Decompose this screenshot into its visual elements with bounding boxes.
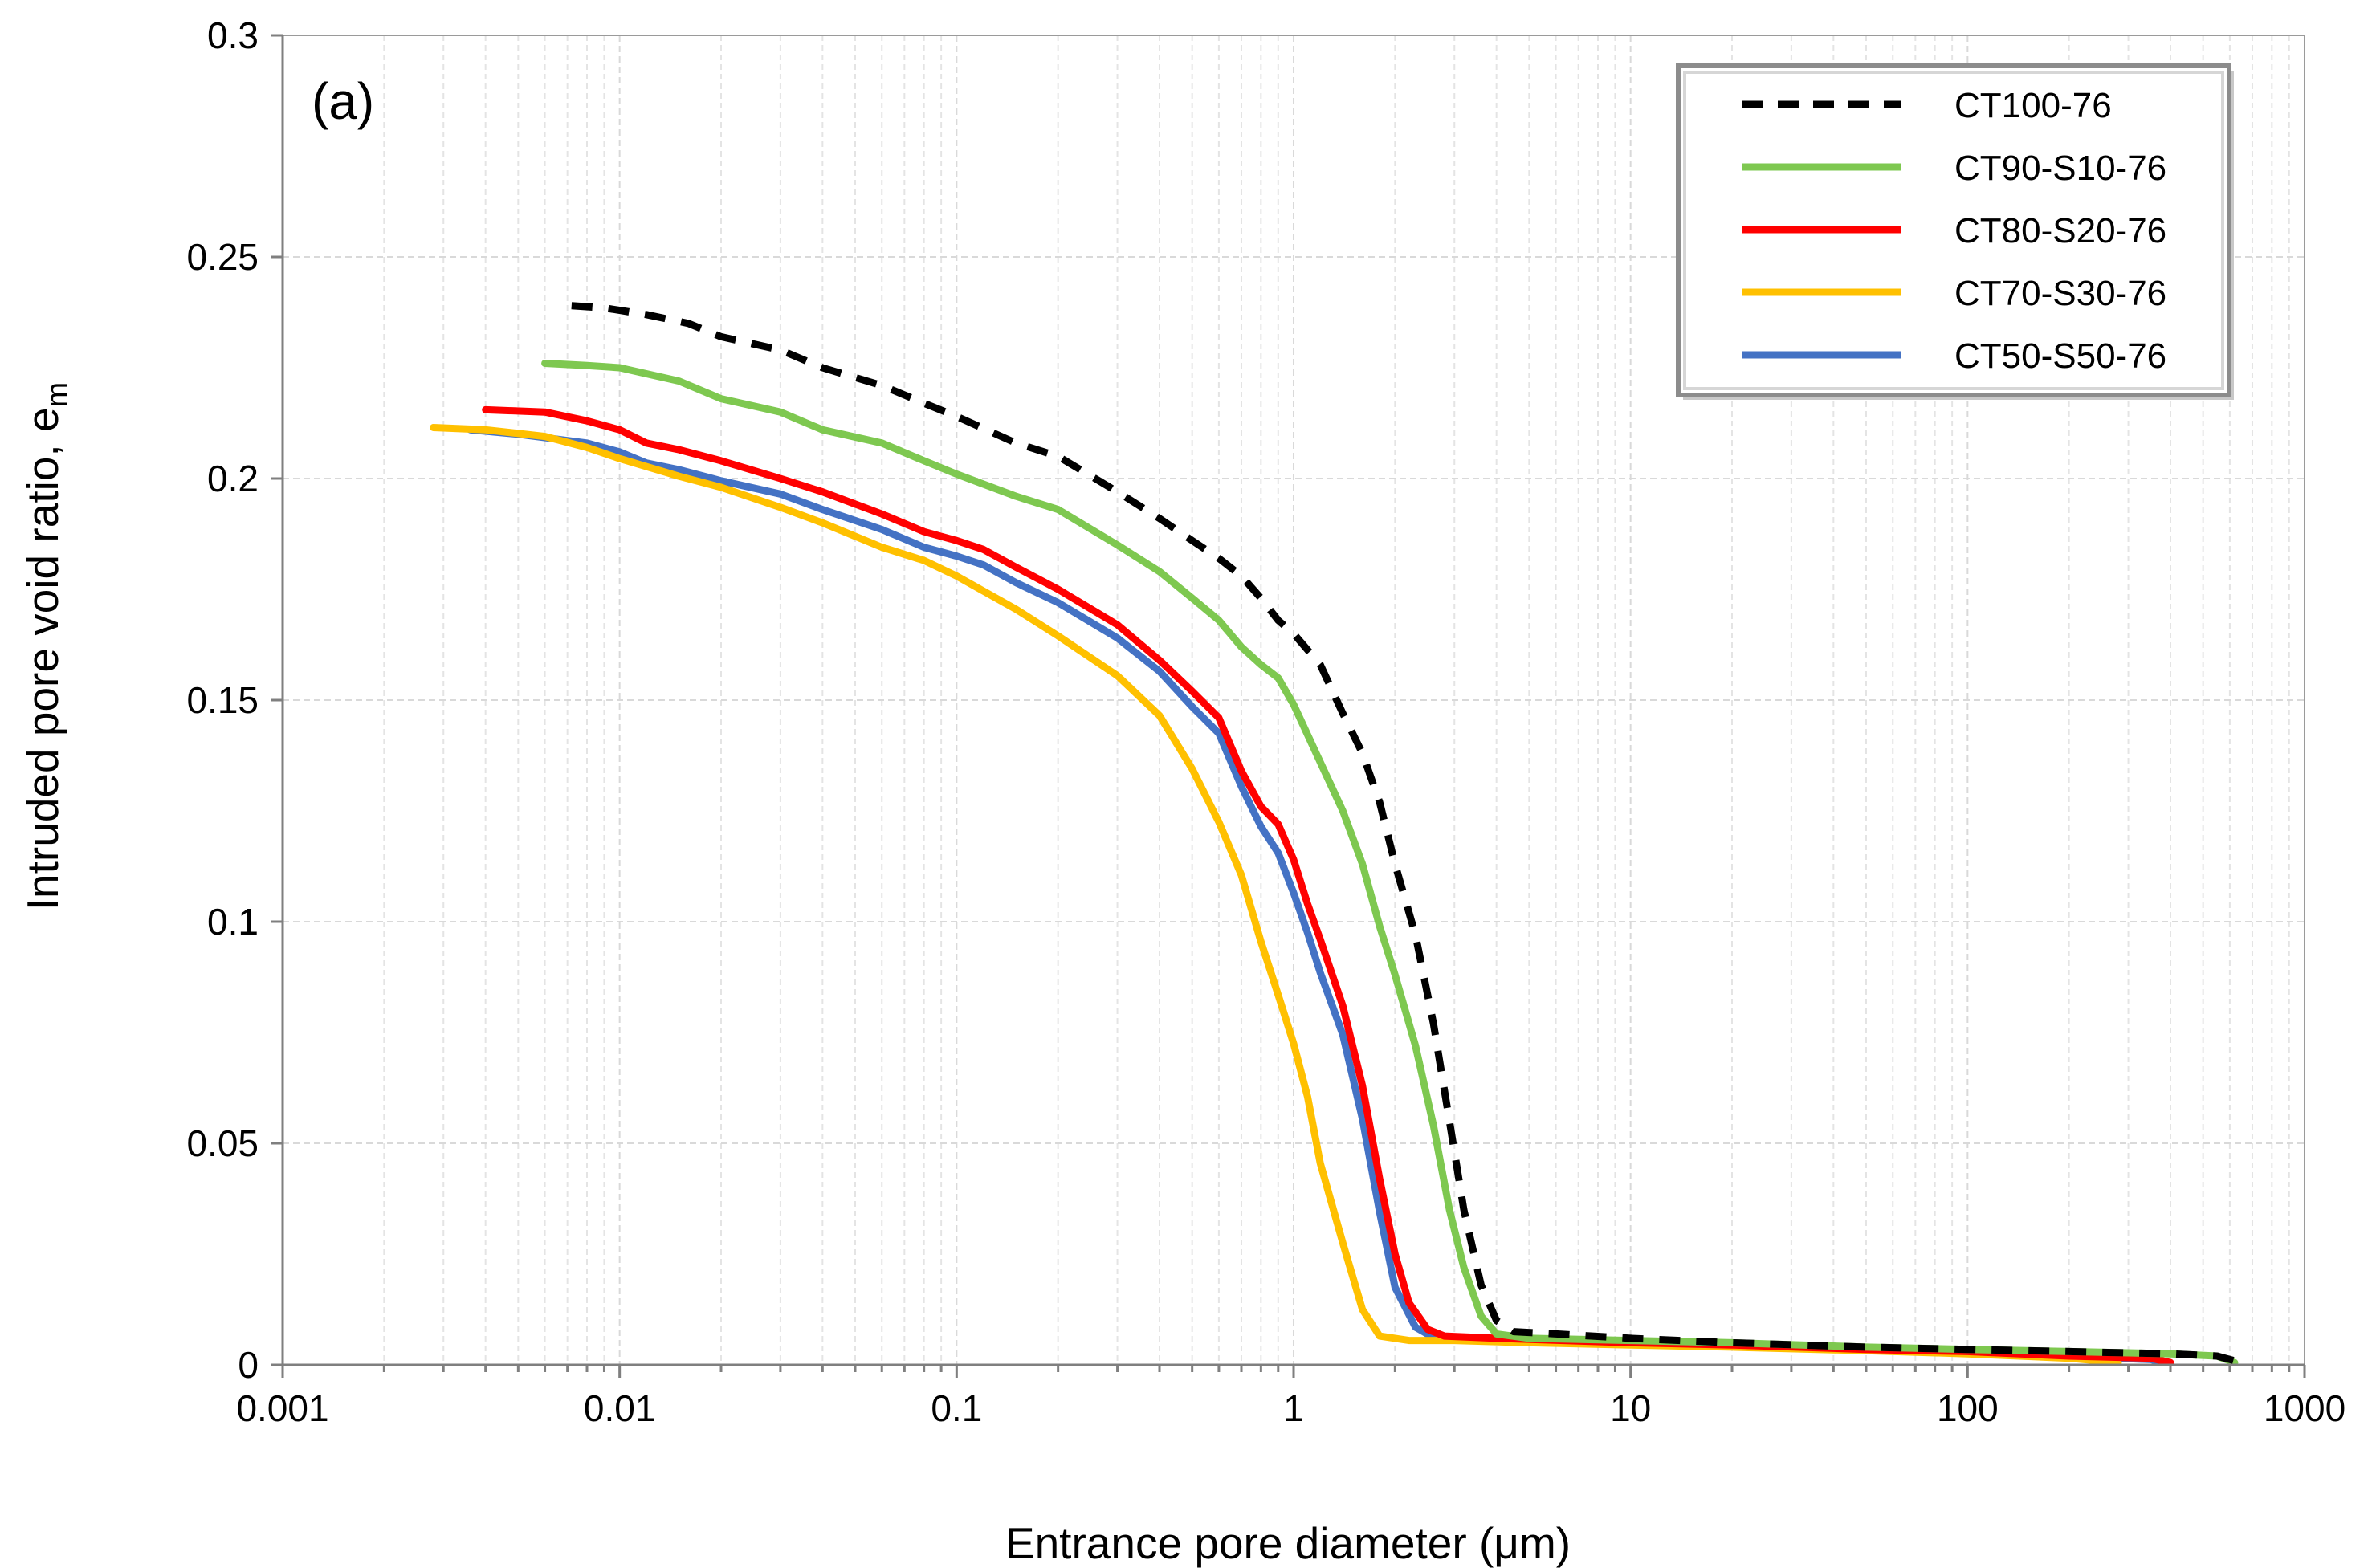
y-tick-label: 0.1	[207, 901, 259, 943]
x-tick-label: 0.001	[236, 1387, 328, 1429]
legend-label-ct70-s30-76: CT70-S30-76	[1954, 274, 2166, 313]
y-tick-label: 0.2	[207, 458, 259, 499]
x-tick-label: 1	[1283, 1387, 1304, 1429]
panel-label: (a)	[312, 72, 374, 130]
x-tick-label: 10	[1610, 1387, 1651, 1429]
legend-inner-border	[1683, 71, 2224, 390]
y-tick-label: 0	[238, 1344, 259, 1386]
legend-items: CT100-76 CT90-S10-76 CT80-S20-76 CT70-S30-7…	[1742, 86, 2166, 376]
x-tick-label: 0.1	[931, 1387, 982, 1429]
y-axis-title: Intruded pore void ratio, em	[18, 382, 75, 910]
x-tick-label: 0.01	[584, 1387, 656, 1429]
y-axis-title-subscript: m	[41, 382, 75, 408]
y-tick-label: 0.25	[186, 236, 259, 278]
series-layer	[430, 302, 2243, 1366]
x-tick-label: 1000	[2264, 1387, 2346, 1429]
legend-label-ct100-76: CT100-76	[1954, 86, 2112, 125]
x-axis-title: Entrance pore diameter (μm)	[1005, 1518, 1571, 1568]
legend-label-ct50-s50-76: CT50-S50-76	[1954, 336, 2166, 376]
legend-label-ct90-s10-76: CT90-S10-76	[1954, 149, 2166, 188]
y-tick-label: 0.15	[186, 679, 259, 721]
legend-label-ct80-s20-76: CT80-S20-76	[1954, 211, 2166, 250]
x-tick-label: 100	[1937, 1387, 1999, 1429]
y-tick-label: 0.05	[186, 1122, 259, 1164]
tick-labels: 0.001 0.01 0.1 1 10 100 1000 0 0.05 0.1 0.15 0.2 0.2…	[186, 14, 2346, 1429]
y-tick-label: 0.3	[207, 14, 259, 56]
series-line-ct100-76	[571, 302, 2243, 1366]
series-line-ct90-s10-76	[541, 360, 2239, 1366]
y-axis-title-main: Intruded pore void ratio, e	[18, 407, 67, 910]
axes	[271, 34, 2306, 1378]
legend: CT100-76 CT90-S10-76 CT80-S20-76 CT70-S30-7…	[1676, 63, 2234, 400]
